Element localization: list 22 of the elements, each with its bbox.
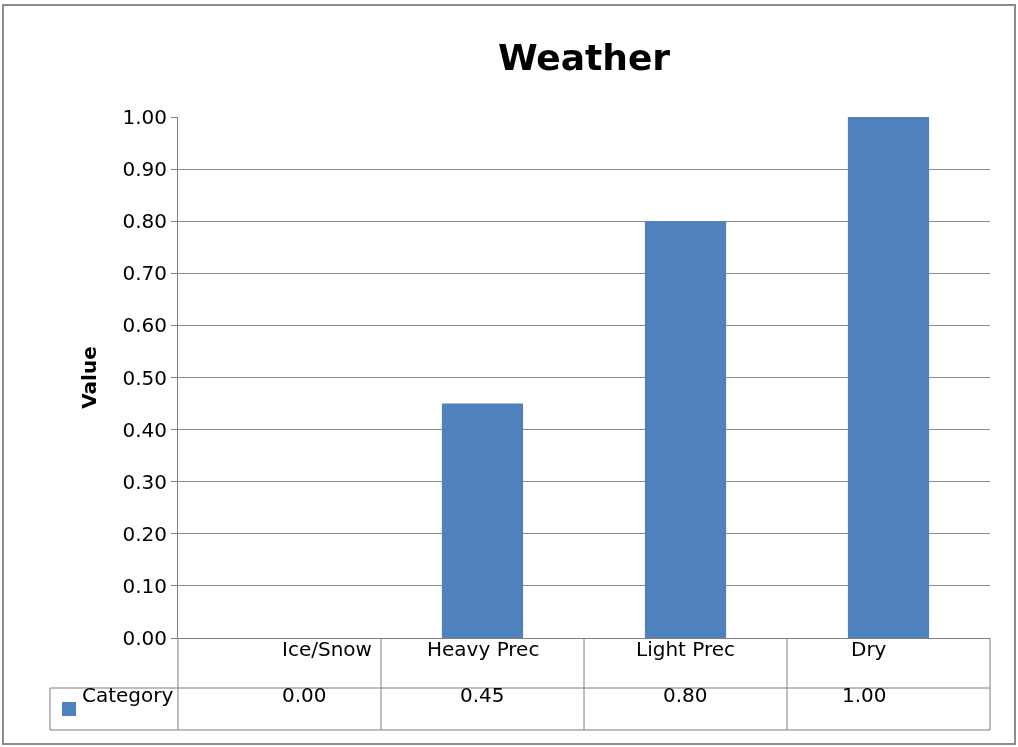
y-tick-label: 0.60 [122,313,167,338]
y-tick-label: 0.00 [122,626,167,650]
data-label: 0.45 [460,683,505,707]
x-tick-label: Light Prec [636,637,736,661]
data-label: 0.80 [663,683,708,707]
y-tick-label: 0.10 [122,573,167,598]
x-tick-label: Heavy Prec [427,637,540,661]
y-tick-label: 0.40 [122,417,167,442]
chart-title: Weather [497,36,671,78]
x-tick-label: Dry [851,637,887,661]
legend-label: Category [82,683,174,707]
y-tick-label: 0.30 [122,469,167,494]
y-tick-label: 0.80 [122,209,167,234]
x-tick-label: Ice/Snow [282,637,372,661]
data-label: 0.00 [282,683,327,707]
y-tick-label: 0.20 [122,521,167,546]
y-tick-label: 0.50 [122,365,167,390]
y-tick-label: 0.90 [122,157,167,182]
y-tick-label: 0.70 [122,261,167,286]
data-label: 1.00 [842,683,887,707]
y-tick-label: 1.00 [122,105,167,129]
y-axis-title: Value [76,346,101,409]
